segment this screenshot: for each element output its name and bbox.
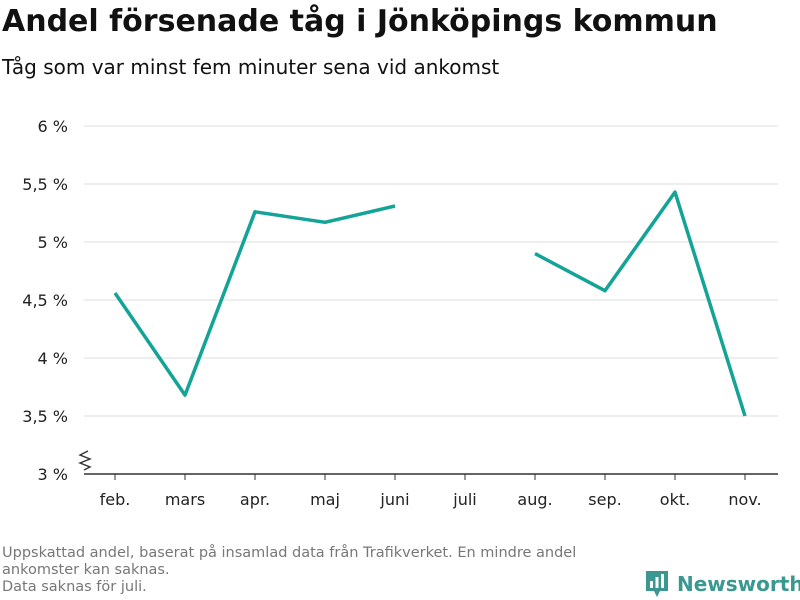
footnote-source: Uppskattad andel, baserat på insamlad da…	[2, 545, 577, 578]
footnote: Uppskattad andel, baserat på insamlad da…	[2, 545, 642, 596]
x-tick-label: sep.	[588, 490, 621, 509]
x-tick-label: maj	[310, 490, 340, 509]
series-lines	[113, 190, 747, 417]
brand-name: Newsworthy	[677, 572, 800, 596]
x-tick-label: aug.	[517, 490, 552, 509]
grid-lines	[84, 125, 778, 417]
footnote-missing-data: Data saknas för juli.	[2, 579, 147, 595]
x-tick-label: feb.	[100, 490, 131, 509]
chart-subtitle: Tåg som var minst fem minuter sena vid a…	[2, 55, 500, 79]
y-tick-label: 4,5 %	[22, 291, 68, 310]
x-tick-label: mars	[165, 490, 205, 509]
y-tick-label: 5,5 %	[22, 175, 68, 194]
brand-logo: Newsworthy	[644, 568, 800, 600]
x-tick-label: okt.	[660, 490, 690, 509]
x-tick-label: nov.	[728, 490, 761, 509]
chart-title: Andel försenade tåg i Jönköpings kommun	[2, 4, 718, 39]
y-tick-label: 4 %	[38, 349, 68, 368]
series-line-segment	[113, 204, 396, 397]
y-tick-label: 5 %	[38, 233, 68, 252]
x-tick-label: juni	[379, 490, 409, 509]
y-tick-label: 3,5 %	[22, 407, 68, 426]
x-axis: feb. mars apr. maj juni juli aug. sep. okt. nov.	[78, 450, 778, 509]
y-axis: 3 % 3,5 % 4 % 4,5 % 5 % 5,5 % 6 %	[22, 117, 68, 484]
x-tick-label: apr.	[240, 490, 270, 509]
x-tick-label: juli	[452, 490, 476, 509]
y-tick-label: 6 %	[38, 117, 68, 136]
axis-break-icon	[78, 450, 92, 471]
newsworthy-logo-icon	[646, 571, 668, 597]
series-line-segment	[534, 190, 747, 417]
y-tick-label: 3 %	[38, 465, 68, 484]
line-chart: 3 % 3,5 % 4 % 4,5 % 5 % 5,5 % 6 % feb. mars apr.…	[22, 117, 778, 509]
